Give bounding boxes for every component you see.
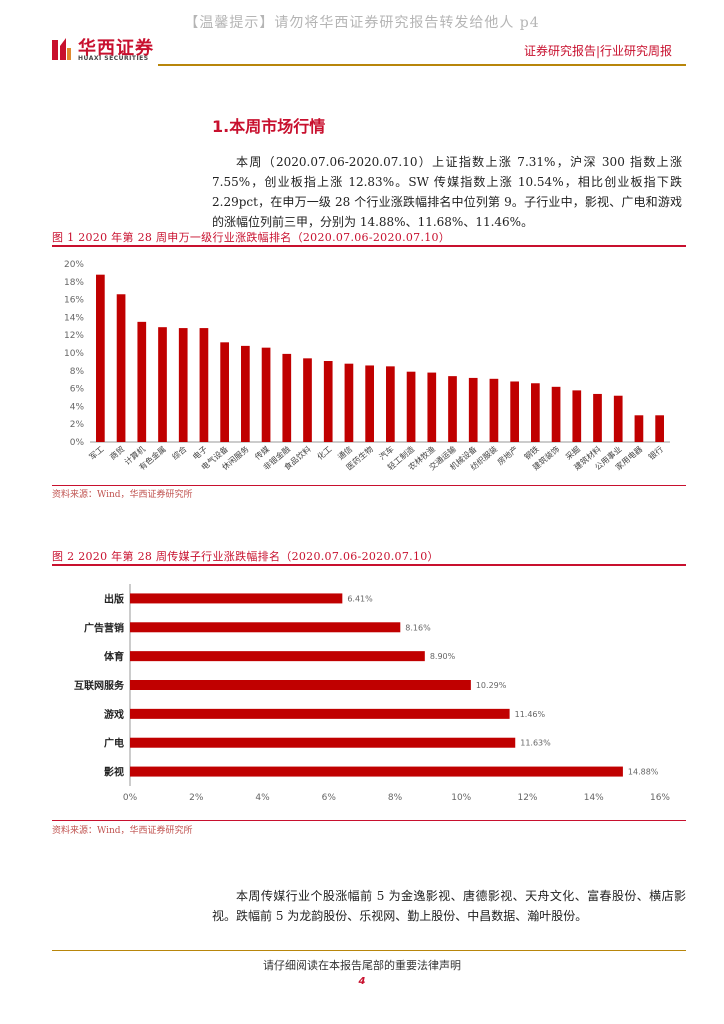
industry-bar [344, 363, 354, 442]
legal-notice: 请仔细阅读在本报告尾部的重要法律声明 [263, 959, 461, 972]
figure-1-title: 图 1 2020 年第 28 周申万一级行业涨跌幅排名（2020.07.06-2… [52, 231, 451, 244]
industry-bar [137, 321, 147, 442]
industry-bar [386, 366, 395, 442]
y-tick-label: 2% [70, 420, 85, 430]
industry-bar [323, 361, 333, 442]
industry-bar [593, 393, 602, 442]
industry-bar [261, 347, 271, 442]
figure-2-title: 图 2 2020 年第 28 周传媒子行业涨跌幅排名（2020.07.06-20… [52, 550, 439, 563]
x-tick-label: 军工 [88, 445, 106, 462]
subsector-bar [130, 622, 401, 633]
value-label: 14.88% [628, 768, 659, 777]
subsector-bar [130, 766, 623, 777]
industry-bar [551, 386, 561, 442]
footer-divider [52, 950, 686, 951]
x-tick-label: 0% [123, 793, 138, 803]
industry-bar [199, 328, 209, 442]
subsector-bar [130, 680, 471, 690]
value-label: 11.46% [515, 710, 546, 719]
value-label: 8.16% [405, 623, 431, 632]
industry-bar [468, 377, 478, 442]
y-tick-label: 20% [64, 260, 84, 270]
industry-bar [116, 294, 126, 442]
logo-text-en: HUAXI SECURITIES [78, 55, 149, 62]
x-tick-label: 化工 [315, 444, 334, 462]
x-tick-label: 银行 [646, 444, 665, 462]
value-label: 10.29% [476, 681, 507, 690]
x-tick-label: 14% [584, 793, 604, 803]
report-type-label: 证券研究报告|行业研究周报 [523, 44, 672, 58]
x-tick-label: 房地产 [495, 444, 520, 467]
x-tick-label: 2% [189, 793, 204, 803]
figure-1-bottom-rule [52, 485, 686, 486]
x-tick-label: 10% [451, 793, 471, 803]
industry-bar [572, 390, 582, 442]
industry-bar [365, 365, 374, 442]
category-label: 广电 [104, 737, 124, 750]
x-tick-label: 4% [255, 793, 270, 803]
category-label: 影视 [104, 766, 124, 779]
subsector-bar [130, 708, 510, 719]
subsector-bar [130, 593, 343, 604]
industry-bar [282, 353, 292, 442]
huaxi-logo-icon [52, 38, 71, 60]
industry-bar [158, 327, 167, 442]
industry-bar [406, 371, 416, 442]
market-summary-paragraph: 本周（2020.07.06-2020.07.10）上证指数上涨 7.31%，沪深… [212, 155, 682, 229]
section-title: 1.本周市场行情 [212, 117, 326, 136]
category-label: 互联网服务 [74, 679, 125, 692]
page-number: 4 [358, 976, 366, 987]
header-divider [158, 64, 686, 66]
industry-bar [241, 345, 250, 442]
x-tick-label: 综合 [170, 444, 189, 462]
industry-bar [303, 358, 312, 442]
industry-bar [96, 274, 105, 442]
y-tick-label: 4% [70, 402, 85, 412]
industry-bar [448, 376, 457, 442]
x-tick-label: 6% [322, 793, 337, 803]
category-label: 游戏 [104, 708, 124, 721]
y-tick-label: 18% [64, 278, 84, 288]
x-tick-label: 12% [517, 793, 537, 803]
subsector-bar [130, 737, 516, 748]
x-tick-label: 16% [650, 793, 670, 803]
category-label: 广告营销 [84, 621, 124, 634]
industry-bar-chart: 0%2%4%6%8%10%12%14%16%18%20%军工 商贸计算机有色金属综… [64, 260, 670, 472]
industry-bar [427, 372, 437, 442]
y-tick-label: 12% [64, 331, 84, 341]
media-subsector-bar-chart: 0% 2% 4% 6% 8% 10% 12% 14% 16% 出版 6.41% 广告营销 8.16% 体育… [74, 584, 670, 803]
y-tick-label: 8% [70, 367, 85, 377]
industry-bar [634, 415, 644, 442]
stock-movers-paragraph: 本周传媒行业个股涨幅前 5 为金逸影视、唐德影视、天舟文化、富春股份、横店影视。… [212, 889, 686, 923]
y-tick-label: 16% [64, 296, 84, 306]
category-label: 出版 [104, 592, 124, 605]
y-tick-label: 14% [64, 313, 84, 323]
industry-bar [531, 383, 540, 442]
subsector-bar [130, 651, 425, 662]
y-tick-label: 10% [64, 349, 84, 359]
figure-2-top-rule [52, 564, 686, 566]
x-tick-label: 8% [388, 793, 403, 803]
y-tick-label: 0% [70, 438, 85, 448]
figure-1-top-rule [52, 245, 686, 247]
industry-bar [220, 342, 229, 442]
industry-bar [510, 381, 519, 442]
value-label: 11.63% [520, 739, 551, 748]
confidentiality-warning: 【温馨提示】请勿将华西证券研究报告转发给他人 p4 [184, 15, 540, 31]
value-label: 6.41% [347, 594, 373, 603]
industry-bar [489, 378, 499, 442]
category-label: 体育 [104, 650, 124, 663]
value-label: 8.90% [430, 652, 456, 661]
industry-bar [178, 328, 188, 442]
industry-bar [613, 395, 623, 442]
y-tick-label: 6% [70, 385, 85, 395]
figure-2-source: 资料来源：Wind，华西证券研究所 [52, 826, 193, 836]
figure-2-bottom-rule [52, 820, 686, 821]
industry-bar [655, 415, 664, 442]
figure-1-source: 资料来源：Wind，华西证券研究所 [52, 490, 193, 500]
logo-text-cn: 华西证券 [78, 38, 154, 59]
